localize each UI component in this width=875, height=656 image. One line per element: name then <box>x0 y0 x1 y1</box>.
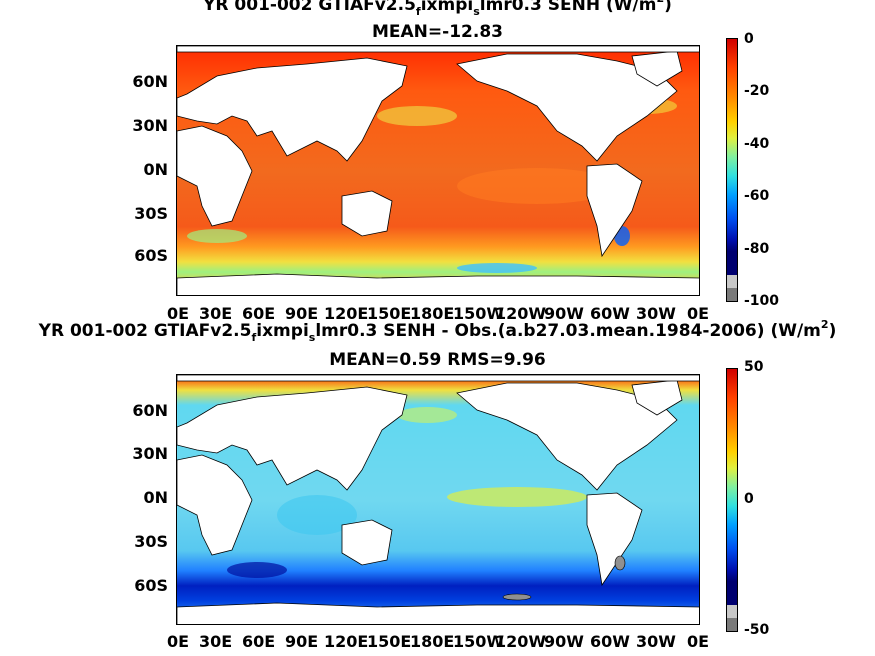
bottom-lon-label: 120E <box>324 632 369 651</box>
bottom-lon-label: 0E <box>687 632 710 651</box>
bottom-lon-label: 60W <box>590 632 630 651</box>
bottom-map <box>176 374 700 625</box>
bottom-map-svg <box>177 375 699 624</box>
bottom-lat-30s: 30S <box>134 532 168 551</box>
bottom-title-line1: YR 001-002 GTIAFv2.5fixmpislmr0.3 SENH -… <box>38 318 837 344</box>
bottom-lon-label: 150W <box>453 632 505 651</box>
bottom-lon-label: 180E <box>410 632 455 651</box>
top-cbar-label: 0 <box>744 31 754 47</box>
top-lon-label: 60E <box>242 304 276 323</box>
top-lon-label: 150E <box>367 304 412 323</box>
bottom-lon-label: 90W <box>544 632 584 651</box>
top-lat-60s: 60S <box>134 246 168 265</box>
top-title-line1: YR 001-002 GTIAFv2.5fixmpislmr0.3 SENH (… <box>203 0 672 18</box>
top-lat-0n: 0N <box>143 160 168 179</box>
bottom-colorbar-svg <box>727 369 737 631</box>
top-lon-label: 0E <box>167 304 190 323</box>
top-lon-label: 180E <box>410 304 455 323</box>
top-lon-label: 30E <box>199 304 233 323</box>
top-title-mean: MEAN=-12.83 <box>372 22 503 42</box>
bottom-cbar-label: 50 <box>744 359 764 375</box>
top-lat-30s: 30S <box>134 204 168 223</box>
top-lat-30n: 30N <box>132 116 168 135</box>
bottom-lon-label: 120W <box>495 632 547 651</box>
bottom-cbar-label: -50 <box>744 622 770 638</box>
top-lon-label: 60W <box>590 304 630 323</box>
bottom-lon-label: 90E <box>285 632 319 651</box>
bottom-lat-60s: 60S <box>134 576 168 595</box>
top-lon-label: 120W <box>495 304 547 323</box>
bottom-lat-0n: 0N <box>143 488 168 507</box>
top-lat-60n: 60N <box>132 72 168 91</box>
top-lon-label: 120E <box>324 304 369 323</box>
top-cbar-label: -60 <box>744 188 770 204</box>
bottom-colorbar <box>726 368 738 632</box>
top-lon-label: 30W <box>636 304 676 323</box>
bottom-title-mean: MEAN=0.59 RMS=9.96 <box>329 350 546 370</box>
bottom-lat-30n: 30N <box>132 444 168 463</box>
top-land <box>177 46 699 295</box>
top-map <box>176 45 700 296</box>
top-cbar-label: -80 <box>744 241 770 257</box>
top-lon-label: 0E <box>687 304 710 323</box>
top-cbar-label: -40 <box>744 136 770 152</box>
bottom-land <box>177 375 699 624</box>
bottom-lon-label: 30W <box>636 632 676 651</box>
top-cbar-label: -20 <box>744 83 770 99</box>
bottom-lon-label: 150E <box>367 632 412 651</box>
top-cbar-label: -100 <box>744 293 780 309</box>
top-colorbar-svg <box>727 39 737 301</box>
bottom-lat-60n: 60N <box>132 401 168 420</box>
top-colorbar <box>726 38 738 302</box>
top-lon-label: 90E <box>285 304 319 323</box>
top-map-svg <box>177 46 699 295</box>
top-lon-label: 90W <box>544 304 584 323</box>
top-lon-label: 150W <box>453 304 505 323</box>
bottom-lon-label: 60E <box>242 632 276 651</box>
bottom-lon-label: 0E <box>167 632 190 651</box>
bottom-lon-label: 30E <box>199 632 233 651</box>
bottom-cbar-label: 0 <box>744 491 754 507</box>
